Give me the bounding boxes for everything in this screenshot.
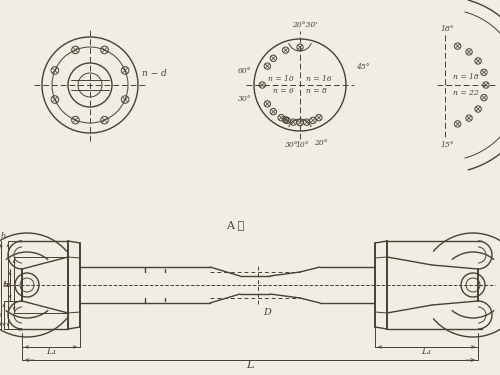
Text: 30°: 30° <box>238 95 252 103</box>
Text: 18°: 18° <box>440 25 454 33</box>
Text: 45°: 45° <box>356 63 370 71</box>
Text: L₁: L₁ <box>422 348 432 357</box>
Text: h₁: h₁ <box>4 281 12 289</box>
Text: 20°: 20° <box>314 139 328 147</box>
Text: L₁: L₁ <box>46 348 56 357</box>
Text: n − d: n − d <box>142 69 167 78</box>
Text: n = 18: n = 18 <box>453 73 479 81</box>
Text: b: b <box>2 281 8 289</box>
Text: 60°: 60° <box>238 67 252 75</box>
Text: D: D <box>263 308 271 317</box>
Text: A 向: A 向 <box>226 220 244 230</box>
Text: n = 22: n = 22 <box>453 89 479 97</box>
Text: L: L <box>246 360 254 370</box>
Text: n = 6: n = 6 <box>273 87 294 95</box>
Text: 30°: 30° <box>285 141 299 149</box>
Text: h: h <box>0 232 6 240</box>
Text: n = 8: n = 8 <box>306 87 327 95</box>
Text: n = 10: n = 10 <box>268 75 294 83</box>
Text: E₁: E₁ <box>0 311 2 319</box>
Text: 20°30': 20°30' <box>292 21 318 29</box>
Text: 15°: 15° <box>440 141 454 149</box>
Text: n = 16: n = 16 <box>306 75 332 83</box>
Text: 10°: 10° <box>295 141 309 149</box>
